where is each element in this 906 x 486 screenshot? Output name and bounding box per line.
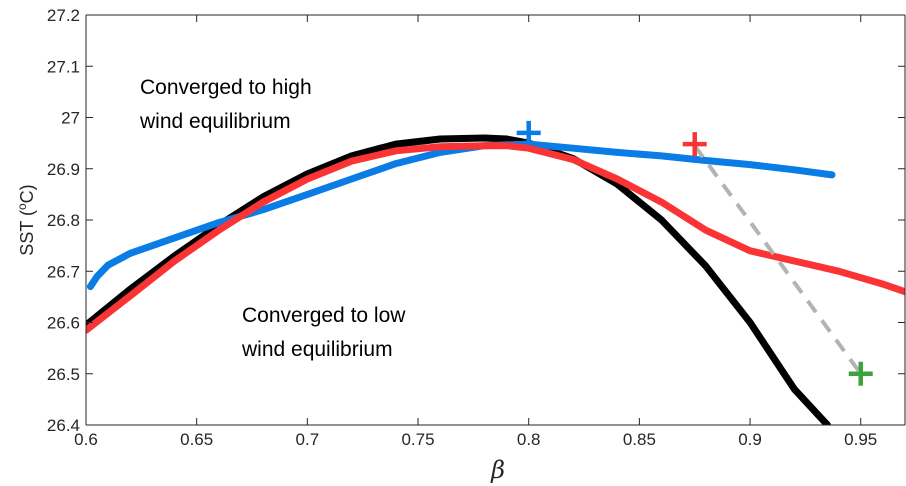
x-tick-label: 0.8 — [517, 430, 541, 449]
x-tick-label: 0.75 — [401, 430, 434, 449]
y-tick-label: 26.6 — [47, 314, 80, 333]
annotation-high-line2: wind equilibrium — [139, 110, 291, 133]
x-axis-label: β — [490, 456, 505, 484]
y-tick-label: 27 — [61, 109, 80, 128]
y-tick-label: 26.5 — [47, 365, 80, 384]
x-tick-label: 0.65 — [180, 430, 213, 449]
annotation-low-line2: wind equilibrium — [241, 338, 393, 361]
y-tick-label: 27.1 — [47, 57, 80, 76]
annotation-high-line1: Converged to high — [140, 76, 312, 99]
y-axis-label: SST (oC) — [15, 184, 37, 255]
annotation-low-line1: Converged to low — [242, 304, 406, 327]
x-tick-label: 0.9 — [738, 430, 762, 449]
x-tick-label: 0.7 — [296, 430, 320, 449]
y-tick-label: 26.4 — [47, 416, 80, 435]
y-tick-label: 26.8 — [47, 211, 80, 230]
y-tick-label: 27.2 — [47, 6, 80, 25]
x-tick-label: 0.85 — [623, 430, 656, 449]
y-tick-label: 26.9 — [47, 160, 80, 179]
y-tick-label: 26.7 — [47, 262, 80, 281]
x-tick-label: 0.95 — [844, 430, 877, 449]
